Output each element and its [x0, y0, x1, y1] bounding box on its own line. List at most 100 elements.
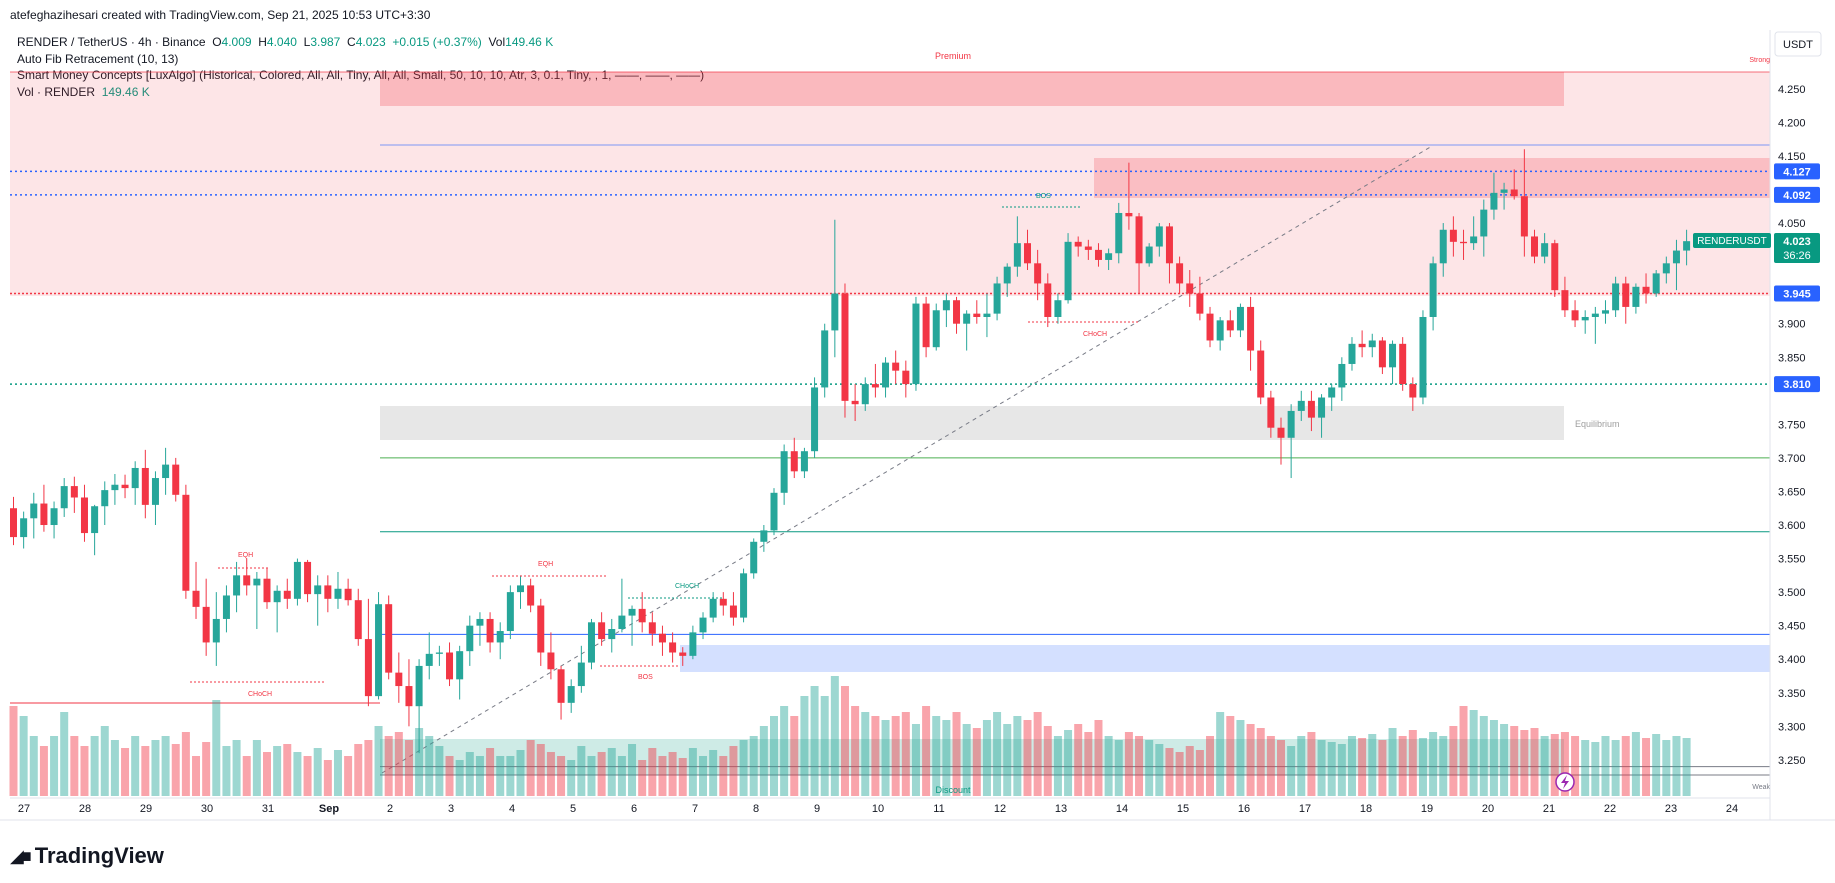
- price-tick: 4.050: [1778, 218, 1806, 230]
- weak-low-label: Weak: [1752, 784, 1770, 791]
- volume-bar: [1631, 732, 1640, 796]
- candle: [587, 618, 595, 670]
- candle: [1601, 300, 1609, 324]
- candle: [1135, 212, 1143, 294]
- candle-body: [1632, 286, 1640, 307]
- candle-body: [689, 632, 697, 656]
- candle-body: [1358, 343, 1366, 348]
- candle: [80, 484, 88, 542]
- candle-body: [192, 590, 200, 607]
- volume-bar: [678, 758, 687, 796]
- date-tick: 18: [1360, 803, 1372, 815]
- candle-body: [506, 592, 514, 632]
- volume-bar: [749, 736, 758, 796]
- volume-bar: [942, 720, 951, 796]
- price-tick: 3.900: [1778, 319, 1806, 331]
- choch-bull-marker: CHoCH: [675, 583, 699, 590]
- candle-body: [963, 313, 971, 324]
- candle: [1612, 276, 1620, 317]
- volume-bar: [790, 716, 799, 796]
- choch-marker: CHoCH: [248, 691, 272, 698]
- volume-bar: [891, 716, 900, 796]
- legend-main-row: RENDER / TetherUS · 4h · Binance O4.009 …: [17, 34, 704, 51]
- candle: [314, 575, 322, 626]
- volume-bar: [1378, 740, 1387, 796]
- candle-body: [618, 615, 626, 630]
- volume-bar: [212, 700, 221, 796]
- volume-bar: [222, 746, 231, 796]
- candle-body: [1226, 320, 1234, 331]
- candle-body: [1551, 243, 1559, 291]
- candle-body: [1368, 340, 1376, 348]
- candle: [405, 659, 413, 727]
- equilibrium-label: Equilibrium: [1575, 419, 1620, 429]
- legend-fib-indicator[interactable]: Auto Fib Retracement (10, 13): [17, 51, 179, 66]
- candle: [1541, 233, 1549, 264]
- legend-symbol[interactable]: RENDER / TetherUS · 4h · Binance: [17, 35, 206, 49]
- price-badge: [1774, 376, 1820, 393]
- volume-bar: [851, 706, 860, 796]
- date-tick: 17: [1299, 803, 1311, 815]
- price-tick: 3.650: [1778, 486, 1806, 498]
- candle-body: [760, 530, 768, 542]
- date-tick: 28: [79, 803, 91, 815]
- candle: [1652, 270, 1660, 297]
- volume-bar: [972, 728, 981, 796]
- volume-bar: [1672, 736, 1681, 796]
- volume-bar: [29, 736, 38, 796]
- candle-body: [1409, 384, 1417, 398]
- candle: [364, 598, 372, 707]
- volume-bar: [1439, 736, 1448, 796]
- candle-body: [476, 618, 484, 626]
- volume-bar: [1195, 750, 1204, 796]
- price-tick: 3.850: [1778, 352, 1806, 364]
- candle: [141, 449, 149, 519]
- price-tick: 3.350: [1778, 688, 1806, 700]
- candle-body: [719, 598, 727, 606]
- candle-body: [1581, 316, 1589, 321]
- candle: [1429, 256, 1437, 331]
- candle-body: [821, 330, 829, 388]
- candle-body: [902, 370, 910, 385]
- candle-body: [1490, 192, 1498, 210]
- volume-bar: [1429, 732, 1438, 796]
- strong-high-label: Strong: [1749, 57, 1770, 64]
- current-symbol-badge[interactable]: [1693, 233, 1771, 248]
- volume-bar: [1135, 736, 1144, 796]
- candle-body: [1338, 363, 1346, 388]
- legend-h-label: H: [258, 35, 267, 49]
- volume-bar: [1023, 720, 1032, 796]
- price-badge-label: 3.945: [1783, 289, 1811, 301]
- candle: [557, 665, 565, 720]
- volume-bar: [1500, 724, 1509, 796]
- fib-trend-dashed: [381, 145, 1433, 774]
- candle-body: [253, 578, 261, 586]
- volume-bar: [982, 720, 991, 796]
- candle-body: [50, 508, 58, 526]
- candle: [1399, 337, 1407, 391]
- candle: [222, 585, 230, 633]
- candle-body: [1145, 246, 1153, 264]
- candle-body: [1500, 189, 1508, 193]
- volume-bar: [384, 736, 393, 796]
- price-axis[interactable]: USDT 4.2504.2004.1504.0504.0003.9503.900…: [1564, 0, 1835, 820]
- candle-body: [1652, 273, 1660, 294]
- candle: [121, 474, 129, 499]
- candle: [780, 444, 788, 505]
- lightning-icon[interactable]: [1555, 772, 1575, 792]
- time-axis[interactable]: 27 28 29 30 31 Sep 2 3 4 5 6 7 8 9 10 11 12 13 14 15 16 17 18 1…: [10, 797, 1770, 815]
- legend-volume-indicator[interactable]: Vol · RENDER 149.46 K: [17, 84, 704, 101]
- volume-bar: [1175, 752, 1184, 796]
- price-badge: [1774, 285, 1820, 302]
- tradingview-logo[interactable]: ◢■ TradingView: [10, 843, 164, 869]
- candle-body: [1206, 313, 1214, 341]
- legend-vol-indicator-label: Vol · RENDER: [17, 84, 96, 99]
- volume-bar: [1581, 740, 1590, 796]
- volume-bar: [658, 756, 667, 796]
- volume-bar: [364, 740, 373, 796]
- candle-body: [922, 303, 930, 348]
- candle: [60, 478, 68, 517]
- currency-button[interactable]: [1774, 31, 1822, 57]
- candle-body: [1236, 306, 1244, 331]
